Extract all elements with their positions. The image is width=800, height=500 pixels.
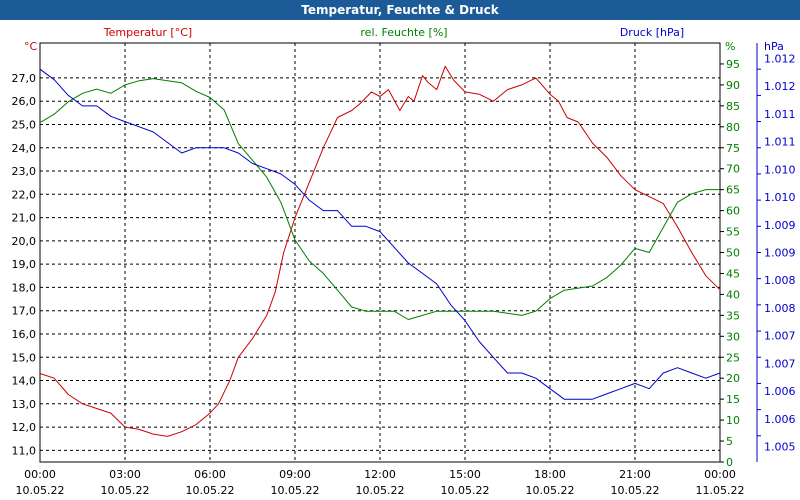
x-tick-date-label: 10.05.22: [356, 484, 405, 497]
humidity-unit-label: %: [725, 40, 735, 53]
humidity-tick-label: 90: [726, 79, 740, 92]
temperature-tick-label: 11,0: [12, 444, 37, 457]
humidity-tick-label: 65: [726, 184, 740, 197]
pressure-tick-label: 1.011: [764, 108, 796, 121]
temperature-tick-label: 16,0: [12, 328, 37, 341]
humidity-tick-label: 60: [726, 205, 740, 218]
x-tick-time-label: 21:00: [619, 468, 651, 481]
humidity-tick-label: 25: [726, 351, 740, 364]
grid: [40, 43, 720, 462]
pressure-tick-label: 1.010: [764, 163, 796, 176]
humidity-tick-label: 85: [726, 100, 740, 113]
humidity-tick-label: 15: [726, 393, 740, 406]
x-tick-date-label: 10.05.22: [526, 484, 575, 497]
series-line-temperature: [39, 65, 721, 437]
x-tick-date-label: 10.05.22: [186, 484, 235, 497]
series-line-humidity: [39, 78, 720, 320]
x-tick-date-label: 10.05.22: [271, 484, 320, 497]
pressure-tick-label: 1.005: [764, 441, 796, 454]
temperature-tick-label: 22,0: [12, 188, 37, 201]
humidity-tick-label: 50: [726, 247, 740, 260]
temperature-tick-label: 26,0: [12, 95, 37, 108]
temperature-tick-label: 21,0: [12, 212, 37, 225]
pressure-unit-label: hPa: [764, 40, 784, 53]
humidity-tick-label: 0: [726, 456, 733, 469]
x-tick-time-label: 12:00: [364, 468, 396, 481]
temperature-tick-label: 19,0: [12, 258, 37, 271]
temperature-tick-label: 25,0: [12, 118, 37, 131]
temperature-tick-label: 24,0: [12, 142, 37, 155]
humidity-axis-title: rel. Feuchte [%]: [360, 26, 447, 39]
series-line-pressure: [39, 68, 721, 400]
pressure-tick-label: 1.009: [764, 219, 796, 232]
x-tick-date-label: 11.05.22: [696, 484, 745, 497]
humidity-tick-label: 95: [726, 58, 740, 71]
x-tick-time-label: 00:00: [704, 468, 736, 481]
x-tick-date-label: 10.05.22: [611, 484, 660, 497]
humidity-tick-label: 30: [726, 330, 740, 343]
x-tick-time-label: 00:00: [24, 468, 56, 481]
x-tick-time-label: 06:00: [194, 468, 226, 481]
humidity-tick-label: 10: [726, 414, 740, 427]
temperature-tick-label: 12,0: [12, 421, 37, 434]
humidity-tick-label: 75: [726, 142, 740, 155]
series-lines: [39, 65, 721, 437]
temperature-tick-label: 15,0: [12, 351, 37, 364]
x-tick-time-label: 03:00: [109, 468, 141, 481]
humidity-tick-label: 20: [726, 372, 740, 385]
humidity-tick-label: 35: [726, 309, 740, 322]
humidity-tick-label: 5: [726, 435, 733, 448]
window-title: Temperatur, Feuchte & Druck: [0, 0, 800, 20]
humidity-tick-label: 45: [726, 267, 740, 280]
pressure-tick-label: 1.006: [764, 413, 796, 426]
temperature-tick-label: 14,0: [12, 375, 37, 388]
tick-labels: 00:00 10.05.22 03:00 10.05.22 06:00 10.05.22 0…: [12, 43, 796, 497]
x-tick-date-label: 10.05.22: [441, 484, 490, 497]
temperature-tick-label: 20,0: [12, 235, 37, 248]
pressure-tick-label: 1.011: [764, 136, 796, 149]
humidity-tick-label: 80: [726, 121, 740, 134]
humidity-tick-label: 55: [726, 226, 740, 239]
temperature-tick-label: 18,0: [12, 281, 37, 294]
pressure-tick-label: 1.009: [764, 247, 796, 260]
x-tick-date-label: 10.05.22: [101, 484, 150, 497]
pressure-tick-label: 1.012: [764, 52, 796, 65]
temperature-tick-label: 13,0: [12, 398, 37, 411]
pressure-tick-label: 1.006: [764, 385, 796, 398]
pressure-tick-label: 1.012: [764, 80, 796, 93]
humidity-tick-label: 70: [726, 163, 740, 176]
temperature-tick-label: 17,0: [12, 305, 37, 318]
temperature-axis-title: Temperatur [°C]: [103, 26, 192, 39]
temperature-tick-label: 23,0: [12, 165, 37, 178]
x-tick-time-label: 15:00: [449, 468, 481, 481]
x-tick-time-label: 18:00: [534, 468, 566, 481]
pressure-tick-label: 1.007: [764, 357, 796, 370]
x-tick-time-label: 09:00: [279, 468, 311, 481]
pressure-tick-label: 1.010: [764, 191, 796, 204]
humidity-tick-label: 40: [726, 288, 740, 301]
pressure-axis-title: Druck [hPa]: [620, 26, 684, 39]
pressure-tick-label: 1.007: [764, 330, 796, 343]
x-tick-date-label: 10.05.22: [16, 484, 65, 497]
temperature-unit-label: °C: [24, 40, 38, 53]
pressure-tick-label: 1.008: [764, 302, 796, 315]
pressure-tick-label: 1.008: [764, 274, 796, 287]
temperature-tick-label: 27,0: [12, 72, 37, 85]
